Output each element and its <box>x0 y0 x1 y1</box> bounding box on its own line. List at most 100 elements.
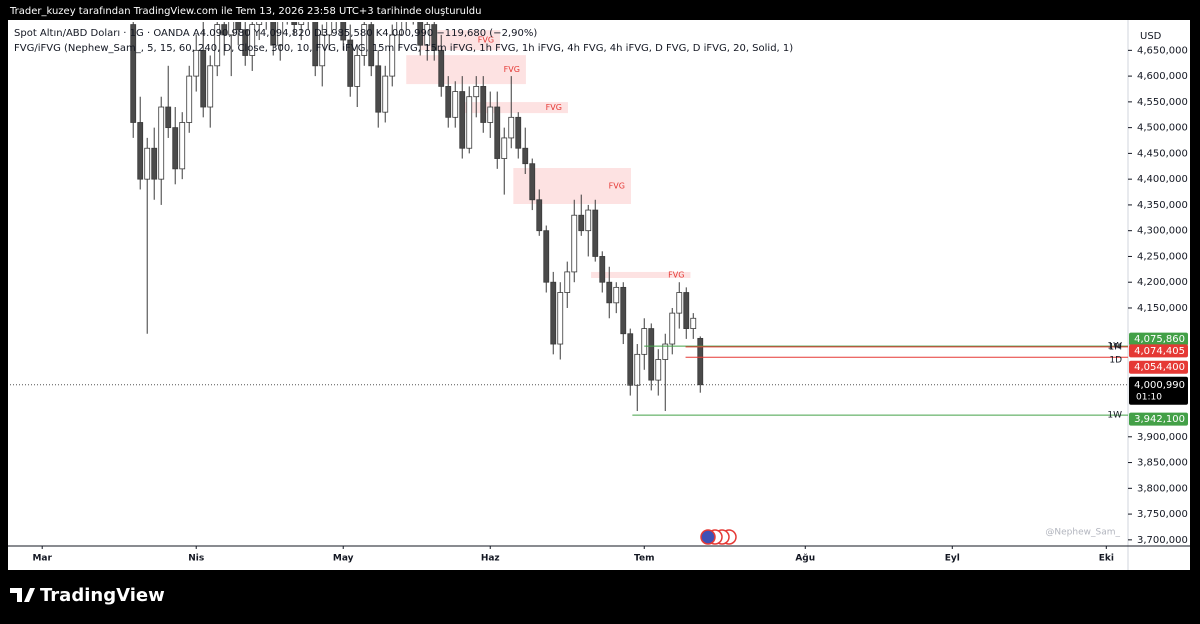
watermark: @Nephew_Sam_ <box>1045 528 1120 538</box>
price-tag <box>1129 344 1188 358</box>
candle-body <box>564 271 571 293</box>
price-tag-label: 4,054,400 <box>1134 362 1185 373</box>
candle-body <box>606 281 613 304</box>
currency: USD <box>1140 31 1162 42</box>
candle-body <box>186 75 193 123</box>
x-tick-label: May <box>333 554 354 564</box>
candle-body <box>312 22 319 67</box>
x-tick-label: Nis <box>188 554 204 564</box>
y-tick-label: 3,900,000 <box>1137 432 1188 443</box>
candle-body <box>130 24 137 123</box>
candle-body <box>536 199 543 232</box>
event-icons <box>700 529 737 545</box>
y-tick-label: 4,650,000 <box>1137 45 1188 56</box>
candle-body <box>347 39 354 87</box>
fvg-zone <box>406 55 526 85</box>
y-tick-label: 4,350,000 <box>1137 200 1188 211</box>
candle-body <box>529 163 536 201</box>
candle-body <box>319 34 326 67</box>
candle-body <box>389 34 396 77</box>
candle-body <box>662 343 669 360</box>
candle-body <box>165 106 172 129</box>
candle-body <box>578 214 585 232</box>
candle-body <box>634 353 641 386</box>
candle-body <box>655 359 662 381</box>
candle-body <box>179 122 186 170</box>
chart-panel <box>8 20 1190 570</box>
candle-body <box>200 49 207 108</box>
countdown: 01:10 <box>1136 392 1162 402</box>
x-tick-label: Eyl <box>945 554 960 564</box>
y-tick-label: 4,550,000 <box>1137 97 1188 108</box>
candle-body <box>256 22 263 25</box>
candle-body <box>676 292 683 314</box>
y-tick-label: 3,700,000 <box>1137 535 1188 546</box>
price-tag-label: 4,075,860 <box>1134 334 1185 345</box>
x-tick-label: Mar <box>32 554 52 564</box>
candle-body <box>375 65 382 113</box>
candle-body <box>648 328 655 381</box>
candle-body <box>494 106 501 159</box>
candle-body <box>144 147 151 180</box>
candle-body <box>214 24 221 67</box>
candle-body <box>361 24 368 56</box>
x-tick-label: Ağu <box>795 554 815 564</box>
footer-logo: TradingView <box>40 585 165 606</box>
candle-body <box>431 24 438 51</box>
candle-body <box>508 116 515 139</box>
candle-body <box>298 22 305 25</box>
level-name: 1M <box>1109 342 1123 352</box>
plot: FVG FVG FVG FVG FVG <box>10 22 1128 416</box>
candle-body <box>599 256 606 283</box>
candle-body <box>480 86 487 123</box>
candle-body <box>368 24 375 67</box>
axes: 3,700,000 3,750,000 3,800,000 3,850,000 3,90… <box>32 45 1188 564</box>
candle-body <box>382 75 389 113</box>
candle-body <box>277 22 284 46</box>
x-tick-label: Haz <box>481 554 500 564</box>
last-price-tag <box>1129 376 1188 405</box>
candle-body <box>543 230 550 283</box>
candle-body <box>354 55 361 87</box>
y-tick-label: 4,600,000 <box>1137 71 1188 82</box>
y-tick-label: 4,500,000 <box>1137 123 1188 134</box>
price-tag <box>1129 412 1188 426</box>
candle-body <box>235 22 242 31</box>
candle-body <box>690 317 697 329</box>
price-tag <box>1129 360 1188 374</box>
candle-body <box>207 65 214 108</box>
candle-body <box>424 24 431 46</box>
fvg-label: FVG <box>609 182 625 191</box>
y-tick-label: 4,450,000 <box>1137 148 1188 159</box>
candle-body <box>592 209 599 257</box>
y-tick-label: 4,400,000 <box>1137 174 1188 185</box>
fvg-zone <box>420 30 501 51</box>
legend-title: Spot Altın/ABD Doları · 1G · OANDA A4.09… <box>14 28 537 39</box>
candle-body <box>557 292 564 345</box>
y-tick-label: 4,300,000 <box>1137 226 1188 237</box>
candle-body <box>221 24 228 36</box>
candle-body <box>487 106 494 123</box>
candle-body <box>683 292 690 329</box>
price-tag-label: 3,942,100 <box>1134 414 1185 425</box>
candle-body <box>501 137 508 159</box>
candle-body <box>137 122 144 180</box>
level-name: 1D <box>1109 356 1122 366</box>
candle-body <box>585 209 592 232</box>
x-tick-label: Tem <box>634 554 654 564</box>
candle-body <box>151 147 158 180</box>
y-tick-label: 3,750,000 <box>1137 509 1188 520</box>
candle-body <box>291 22 298 25</box>
fvg-zone <box>465 102 568 114</box>
level-name: 1W <box>1107 342 1122 352</box>
candle-body <box>522 147 529 165</box>
candle-body <box>249 24 256 56</box>
candle-body <box>340 22 347 41</box>
candle-body <box>172 127 179 170</box>
candle-body <box>417 22 424 46</box>
price-tag <box>1129 332 1188 346</box>
candle-body <box>228 22 235 36</box>
candle-body <box>620 286 627 335</box>
